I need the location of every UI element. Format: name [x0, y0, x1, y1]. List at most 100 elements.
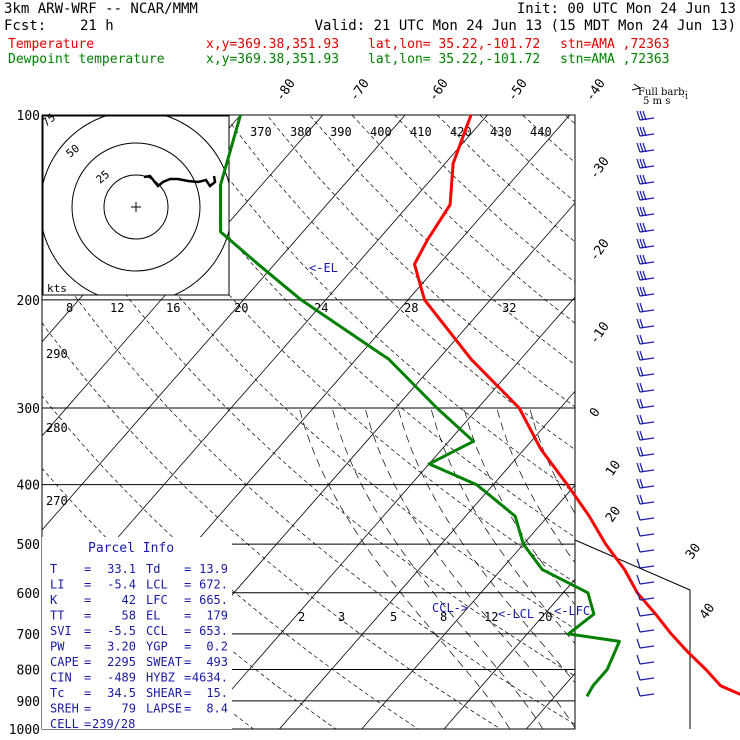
wind-barb-icon	[636, 558, 655, 569]
parcel-key: Td	[146, 562, 160, 576]
wind-barb-icon	[636, 590, 655, 601]
wind-barbs	[636, 110, 655, 697]
wind-barb-icon	[636, 526, 655, 537]
wind-barb-icon	[636, 350, 655, 361]
theta-e-label: 390	[330, 125, 352, 139]
mixing-ratio-label: 12	[110, 301, 124, 315]
pressure-label-500: 500	[17, 538, 40, 553]
ccl-marker: CCL->	[432, 601, 468, 615]
mixing-ratio-label-low: 8	[440, 610, 447, 624]
parcel-key: K	[50, 593, 58, 607]
parcel-value: -5.4	[107, 578, 136, 592]
isotherm-label: -30	[587, 154, 613, 182]
parcel-value: 15.	[206, 686, 228, 700]
wind-barb-icon	[636, 670, 655, 681]
parcel-value: 33.1	[107, 562, 136, 576]
dry-adiabat-line	[42, 171, 575, 677]
isotherm-line	[196, 296, 575, 729]
wind-barb-icon	[636, 126, 655, 137]
parcel-info-title: Parcel Info	[88, 541, 174, 556]
parcel-key: SWEAT	[146, 655, 182, 669]
isotherm-label: 10	[603, 458, 624, 479]
wind-barb-icon	[636, 606, 655, 617]
parcel-eq: =	[184, 655, 191, 669]
wind-barb-icon	[636, 142, 655, 153]
pressure-label-300: 300	[17, 402, 40, 417]
hodograph-ring-50	[71, 142, 201, 272]
parcel-key: LCL	[146, 578, 168, 592]
parcel-eq: =	[184, 640, 191, 654]
parcel-eq: =	[84, 624, 91, 638]
parcel-key: SREH	[50, 702, 79, 716]
parcel-key: CAPE	[50, 655, 79, 669]
parcel-info-box: Parcel Info T = 33.1 Td = 13.9 LI = -5.4 LCL = 672.…	[42, 537, 232, 731]
dry-adiabat-line	[96, 115, 575, 583]
init-time: Init: 00 UTC Mon 24 Jun 13	[516, 1, 736, 17]
wind-barb-icon	[636, 398, 655, 409]
moist-adiabat-line	[529, 407, 575, 515]
parcel-key: EL	[146, 609, 160, 623]
theta-e-label: 440	[530, 125, 552, 139]
parcel-eq: =	[84, 562, 91, 576]
mixing-ratio-label-low: 2	[298, 610, 305, 624]
isotherm-label: -70	[347, 76, 373, 104]
dry-adiabat-label: 270	[46, 494, 68, 508]
isotherm-label: -10	[587, 319, 613, 347]
parcel-key: LAPSE	[146, 702, 182, 716]
mixing-ratio-label: 8	[66, 301, 73, 315]
parcel-key: LFC	[146, 593, 168, 607]
dewpoint-stn: stn=AMA ,72363	[560, 52, 670, 67]
parcel-value: 4634.	[192, 671, 228, 685]
wind-barb-icon	[636, 686, 655, 697]
parcel-eq: =	[184, 702, 191, 716]
parcel-key: Tc	[50, 686, 64, 700]
wind-barb-icon	[636, 238, 655, 249]
wind-barb-icon	[636, 478, 655, 489]
dry-adiabat-line	[223, 115, 575, 451]
isotherm-label: -40	[583, 76, 609, 104]
moist-adiabat-line	[298, 407, 511, 729]
parcel-value: 665.	[199, 593, 228, 607]
dry-adiabat-line	[138, 115, 575, 538]
isotherm-line	[691, 115, 740, 729]
isotherm-label: 20	[603, 504, 624, 525]
hodograph-ring-25	[103, 174, 169, 240]
parcel-key: TT	[50, 609, 64, 623]
pressure-label-1000: 1000	[9, 723, 40, 738]
wind-barb-icon	[636, 462, 655, 473]
lfc-marker: <-LFC	[554, 604, 590, 618]
theta-e-label: 430	[490, 125, 512, 139]
level-markers: <-EL CCL-> <-LCL <-LFC	[309, 261, 590, 621]
fcst-label: Fcst:	[4, 18, 47, 34]
parcel-value: 493	[206, 655, 228, 669]
wind-key-title: Full barb:	[638, 87, 688, 98]
wind-barb-icon	[636, 158, 655, 169]
parcel-key: CCL	[146, 624, 168, 638]
dry-adiabat-line	[735, 115, 740, 740]
dewpoint-xy: x,y=369.38,351.93	[206, 52, 340, 67]
parcel-key: LI	[50, 578, 64, 592]
parcel-eq: =	[184, 624, 191, 638]
parcel-eq: =	[84, 578, 91, 592]
wind-barb-icon	[636, 446, 655, 457]
parcel-value: 179	[206, 609, 228, 623]
mixing-ratio-label-low: 5	[390, 610, 397, 624]
theta-e-label: 380	[290, 125, 312, 139]
parcel-eq: =	[184, 686, 191, 700]
temperature-latlon: lat,lon= 35.22,-101.72	[368, 37, 541, 52]
isotherm-label: -80	[273, 76, 299, 104]
dry-adiabat-line	[266, 115, 575, 408]
hodograph-trace	[143, 174, 217, 188]
wind-barb-icon	[636, 270, 655, 281]
parcel-eq: =	[84, 717, 91, 731]
wind-barb-icon	[636, 414, 655, 425]
wind-barb-icon	[636, 254, 655, 265]
wind-key: Full barb: 5 m s -1	[631, 83, 689, 107]
parcel-value: 3.20	[107, 640, 136, 654]
mixing-ratio-label: 32	[502, 301, 516, 315]
isotherm-label: 30	[683, 541, 704, 562]
parcel-info-background	[42, 537, 232, 729]
wind-barb-icon	[636, 174, 655, 185]
parcel-value: -5.5	[107, 624, 136, 638]
isotherm-label: -60	[426, 76, 452, 104]
